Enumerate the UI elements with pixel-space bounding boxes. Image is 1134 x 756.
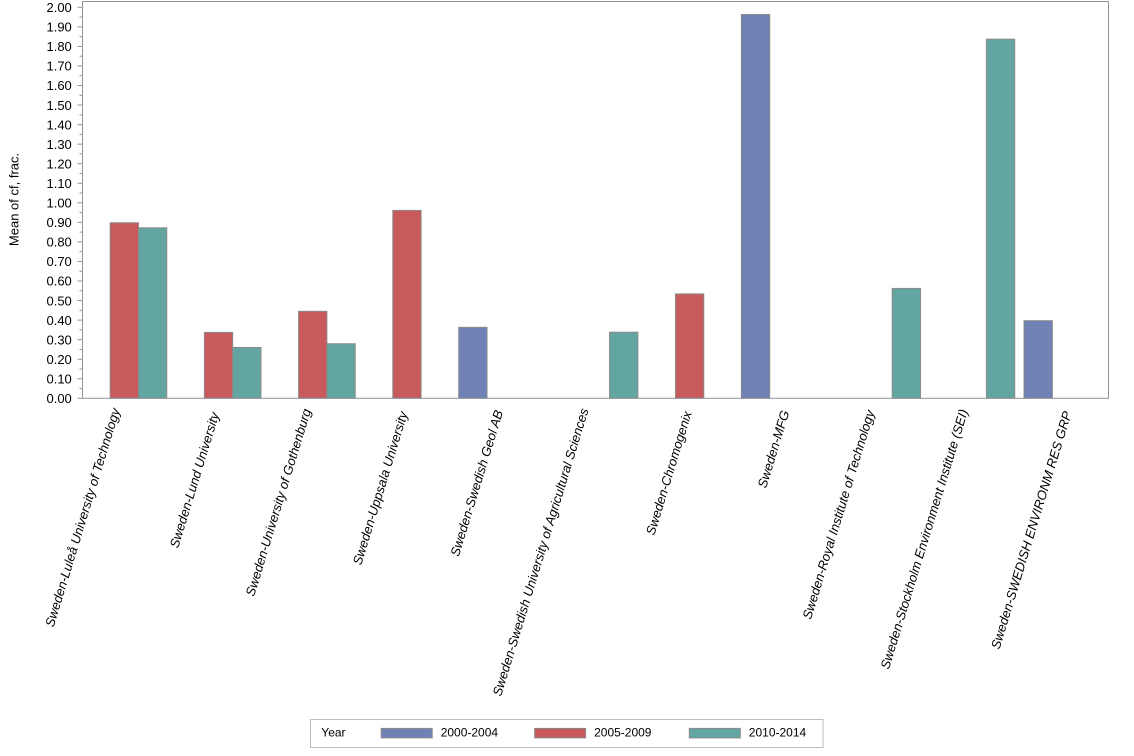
svg-text:1.20: 1.20 [46, 156, 71, 171]
svg-text:0.10: 0.10 [46, 371, 71, 386]
svg-text:0.50: 0.50 [46, 293, 71, 308]
svg-text:0.90: 0.90 [46, 215, 71, 230]
svg-text:1.10: 1.10 [46, 176, 71, 191]
svg-text:0.70: 0.70 [46, 254, 71, 269]
svg-text:0.00: 0.00 [46, 391, 71, 406]
svg-text:0.30: 0.30 [46, 332, 71, 347]
svg-text:1.70: 1.70 [46, 59, 71, 74]
svg-text:0.60: 0.60 [46, 274, 71, 289]
svg-text:1.50: 1.50 [46, 98, 71, 113]
svg-text:2000-2004: 2000-2004 [441, 726, 499, 740]
svg-text:2005-2009: 2005-2009 [594, 726, 652, 740]
svg-text:1.30: 1.30 [46, 137, 71, 152]
svg-text:1.60: 1.60 [46, 78, 71, 93]
svg-text:1.90: 1.90 [46, 20, 71, 35]
svg-text:2010-2014: 2010-2014 [749, 726, 807, 740]
svg-text:2.00: 2.00 [46, 0, 71, 15]
svg-text:Year: Year [321, 726, 345, 740]
svg-text:0.80: 0.80 [46, 235, 71, 250]
svg-text:Mean of cf, frac.: Mean of cf, frac. [7, 153, 22, 246]
svg-text:1.40: 1.40 [46, 117, 71, 132]
svg-text:0.40: 0.40 [46, 313, 71, 328]
svg-text:0.20: 0.20 [46, 352, 71, 367]
svg-text:1.80: 1.80 [46, 39, 71, 54]
svg-text:1.00: 1.00 [46, 196, 71, 211]
